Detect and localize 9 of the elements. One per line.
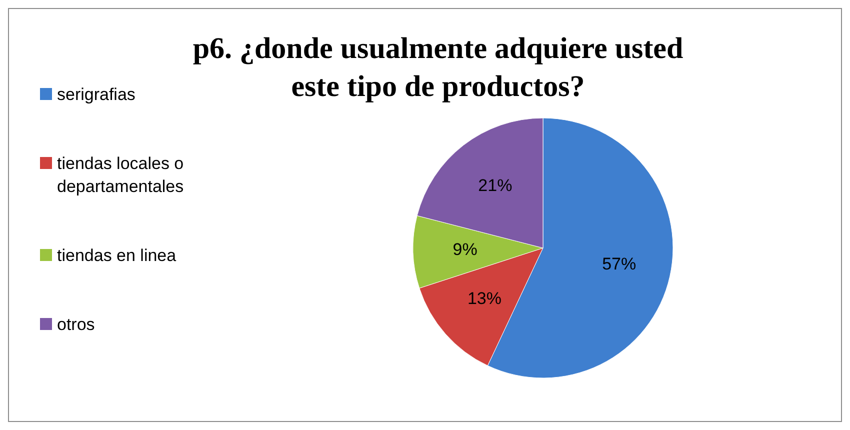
data-label: 21% [478, 176, 512, 195]
legend-label: tiendas locales o departamentales [57, 154, 184, 196]
data-label: 57% [602, 254, 636, 274]
data-label: 9% [452, 240, 478, 259]
data-label: 13% [467, 289, 502, 308]
legend-label: tiendas en linea [57, 246, 177, 265]
legend-label: serigrafias [57, 85, 136, 104]
chart-title: p6. ¿donde usualmente adquiere usted este tipo de productos? [192, 32, 684, 103]
legend-label: otros [57, 315, 95, 334]
